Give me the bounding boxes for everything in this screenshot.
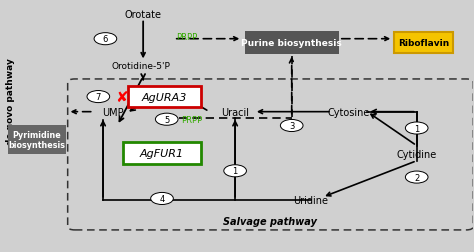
FancyBboxPatch shape — [8, 125, 66, 154]
Text: 1: 1 — [414, 124, 419, 133]
FancyBboxPatch shape — [245, 32, 339, 55]
Text: 6: 6 — [103, 35, 108, 44]
Text: Orotidine-5'P: Orotidine-5'P — [111, 61, 170, 70]
Text: 4: 4 — [159, 194, 164, 203]
Text: Pyrimidine
biosynthesis: Pyrimidine biosynthesis — [9, 130, 65, 149]
Circle shape — [87, 91, 109, 103]
Text: AgURA3: AgURA3 — [142, 92, 187, 102]
Text: Uracil: Uracil — [221, 107, 249, 117]
Text: Orotate: Orotate — [125, 10, 162, 19]
Text: ✘: ✘ — [116, 90, 128, 105]
Text: 7: 7 — [96, 93, 101, 102]
Circle shape — [281, 120, 303, 132]
Text: PRPP: PRPP — [181, 115, 202, 124]
Text: de novo pathway: de novo pathway — [6, 58, 15, 144]
Text: Salvage pathway: Salvage pathway — [223, 216, 318, 226]
Text: Riboflavin: Riboflavin — [398, 39, 449, 48]
Circle shape — [405, 122, 428, 135]
FancyBboxPatch shape — [123, 143, 201, 164]
Text: UMP: UMP — [101, 107, 123, 117]
Text: PRPP: PRPP — [176, 33, 197, 42]
Text: 3: 3 — [289, 121, 294, 131]
Circle shape — [155, 114, 178, 126]
Circle shape — [94, 34, 117, 46]
Text: Cytosine: Cytosine — [327, 107, 370, 117]
Text: Cytidine: Cytidine — [397, 150, 437, 160]
Text: 5: 5 — [164, 115, 169, 124]
FancyBboxPatch shape — [394, 33, 453, 54]
Text: Purine biosynthesis: Purine biosynthesis — [241, 39, 342, 48]
Text: AgFUR1: AgFUR1 — [140, 149, 184, 159]
Text: 1: 1 — [232, 167, 238, 176]
Text: 2: 2 — [414, 173, 419, 182]
Circle shape — [405, 171, 428, 183]
Circle shape — [151, 193, 173, 205]
Circle shape — [224, 165, 246, 177]
Text: Uridine: Uridine — [293, 195, 328, 205]
FancyBboxPatch shape — [128, 86, 201, 108]
